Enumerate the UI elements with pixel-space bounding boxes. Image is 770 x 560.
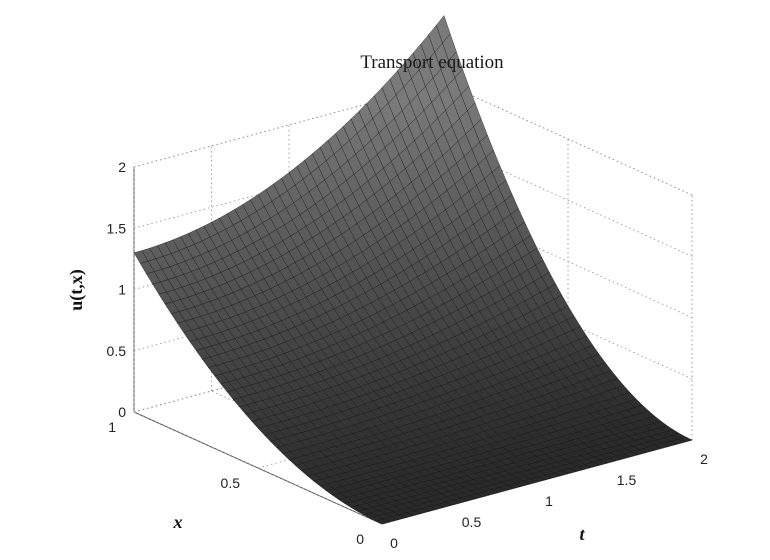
t-tick-label: 0 <box>390 535 398 551</box>
t-tick-label: 1 <box>545 493 553 509</box>
t-axis-label: t <box>579 524 585 544</box>
z-axis-label: u(t,x) <box>66 269 87 311</box>
z-tick-label: 1 <box>118 282 126 298</box>
chart-title: Transport equation <box>360 52 504 73</box>
x-tick-label: 0.5 <box>221 475 241 491</box>
t-tick-label: 0.5 <box>462 514 482 530</box>
x-tick-label: 1 <box>108 419 116 435</box>
t-tick-label: 2 <box>700 451 708 467</box>
t-tick-label: 1.5 <box>617 472 637 488</box>
z-tick-label: 0 <box>118 404 126 420</box>
z-tick-label: 0.5 <box>107 343 127 359</box>
surface-patch <box>375 518 391 525</box>
x-tick-label: 0 <box>356 531 364 547</box>
x-axis-label: x <box>173 512 183 532</box>
z-tick-label: 2 <box>118 159 126 175</box>
z-tick-label: 1.5 <box>107 220 127 236</box>
surface-plot <box>133 15 693 525</box>
grid-line-z-right <box>443 82 693 196</box>
grid-line-z-right <box>443 205 693 318</box>
grid-line-z-right <box>443 143 693 257</box>
